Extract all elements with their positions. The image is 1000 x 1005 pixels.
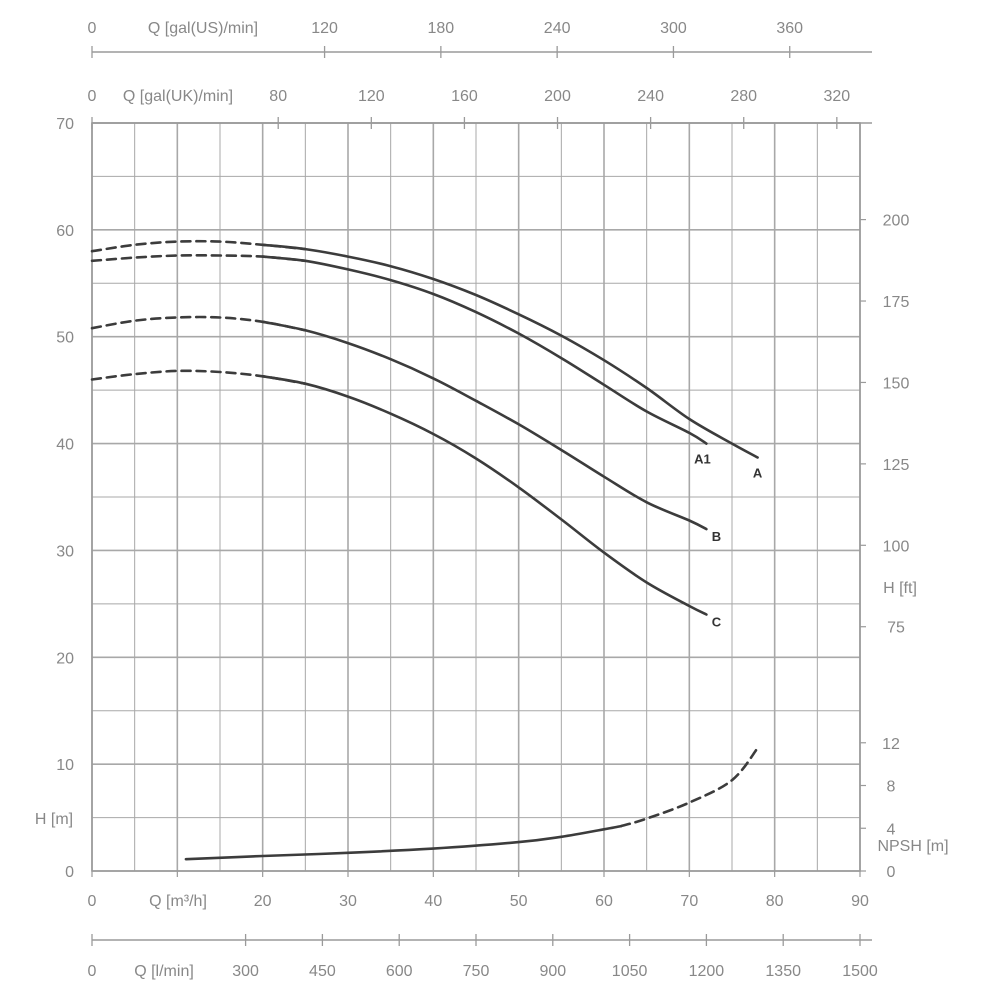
y-left-tick-label: 10: [56, 757, 74, 774]
x-tick-label: 80: [766, 893, 784, 910]
x-tick-label: 70: [680, 893, 698, 910]
top-axis-us-tick-label: 180: [428, 20, 455, 37]
top-axis-us-tick-label: 120: [311, 20, 338, 37]
curve-a-dashed: [90, 239, 307, 253]
bottom-axis-lmin-title: Q [l/min]: [134, 963, 194, 980]
top-axis-us-title: Q [gal(US)/min]: [148, 20, 258, 37]
x-axis-title: Q [m³/h]: [149, 893, 207, 910]
y-left-tick-label: 20: [56, 650, 74, 667]
top-axis-uk-tick-label: 320: [823, 88, 850, 105]
x-tick-label: 50: [510, 893, 528, 910]
top-axis-uk-title: Q [gal(UK)/min]: [123, 88, 233, 105]
top-axis-uk-tick-label: 120: [358, 88, 385, 105]
y-left-tick-label: 50: [56, 330, 74, 347]
top-axis-uk-tick-label: 160: [451, 88, 478, 105]
top-axis-uk-tick-label: 200: [544, 88, 571, 105]
top-axis-us-tick-label: 300: [660, 20, 687, 37]
y-right-head-tick-label: 75: [887, 620, 905, 637]
curve-a1-solid: [261, 255, 708, 445]
x-tick-label: 20: [254, 893, 272, 910]
y-right-npsh-tick-label: 0: [887, 864, 896, 881]
curve-label-b: B: [712, 529, 721, 544]
bottom-axis-lmin-tick-label: 1050: [612, 963, 648, 980]
x-tick-label: 40: [424, 893, 442, 910]
y-right-npsh-axis-title: NPSH [m]: [877, 838, 948, 855]
curve-label-a1: A1: [694, 452, 711, 467]
top-axis-uk-tick-label: 240: [637, 88, 664, 105]
y-right-head-tick-label: 175: [883, 294, 910, 311]
x-tick-label: 90: [851, 893, 869, 910]
y-left-tick-label: 30: [56, 543, 74, 560]
bottom-axis-lmin-tick-label: 300: [232, 963, 259, 980]
top-axis-uk-tick-label: 0: [88, 88, 97, 105]
y-right-head-tick-label: 125: [883, 457, 910, 474]
top-axis-uk-tick-label: 80: [269, 88, 287, 105]
bottom-axis-lmin-tick-label: 450: [309, 963, 336, 980]
y-left-tick-label: 70: [56, 116, 74, 133]
bottom-axis-lmin-tick-label: 1500: [842, 963, 878, 980]
bottom-axis-lmin-tick-label: 750: [463, 963, 490, 980]
top-axis-us-tick-label: 240: [544, 20, 571, 37]
y-right-head-tick-label: 200: [883, 213, 910, 230]
y-right-head-tick-label: 150: [883, 375, 910, 392]
y-left-tick-label: 40: [56, 437, 74, 454]
curve-label-a: A: [753, 465, 763, 480]
x-tick-label: 0: [88, 893, 97, 910]
curve-b-solid: [261, 320, 708, 531]
y-left-tick-label: 0: [65, 864, 74, 881]
y-right-npsh-tick-label: 12: [882, 736, 900, 753]
bottom-axis-lmin-tick-label: 600: [386, 963, 413, 980]
top-axis-uk-tick-label: 280: [730, 88, 757, 105]
bottom-axis-lmin-tick-label: 0: [88, 963, 97, 980]
curve-npsh-dashed: [619, 746, 759, 828]
top-axis-us-tick-label: 0: [88, 20, 97, 37]
top-axis-us-tick-label: 360: [776, 20, 803, 37]
y-right-head-axis-title: H [ft]: [883, 580, 917, 597]
curve-b-dashed: [90, 315, 307, 332]
y-right-npsh-tick-label: 8: [887, 779, 896, 796]
y-right-npsh-tick-label: 4: [887, 821, 896, 838]
bottom-axis-lmin-tick-label: 900: [539, 963, 566, 980]
curve-c-solid: [261, 375, 708, 616]
curve-c-dashed: [90, 369, 307, 385]
curve-a-solid: [261, 243, 759, 459]
y-left-axis-title: H [m]: [35, 811, 73, 828]
x-tick-label: 60: [595, 893, 613, 910]
bottom-axis-lmin-tick-label: 1200: [689, 963, 725, 980]
curve-npsh-solid: [184, 824, 623, 861]
bottom-axis-lmin-tick-label: 1350: [765, 963, 801, 980]
y-left-tick-label: 60: [56, 223, 74, 240]
y-right-head-tick-label: 100: [883, 538, 910, 555]
x-tick-label: 30: [339, 893, 357, 910]
curve-label-c: C: [712, 615, 722, 630]
